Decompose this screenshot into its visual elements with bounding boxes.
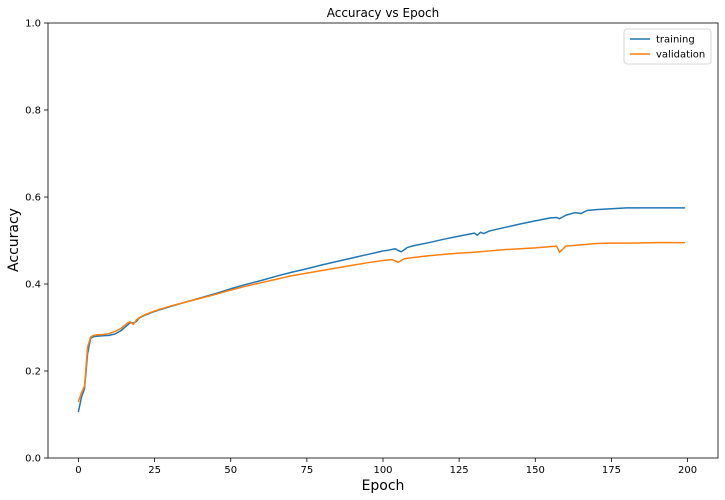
x-tick-label: 125 bbox=[450, 465, 469, 476]
x-tick-label: 150 bbox=[526, 465, 545, 476]
y-tick-label: 1.0 bbox=[25, 19, 41, 30]
x-tick-label: 75 bbox=[300, 465, 313, 476]
x-tick-label: 175 bbox=[602, 465, 621, 476]
series-layer bbox=[77, 207, 686, 413]
axes-layer: 0 25 50 75 100 125 150 175 200 0.0 0.2 0.4 0.6 0.8 1.0 bbox=[25, 19, 719, 476]
chart-title: Accuracy vs Epoch bbox=[327, 6, 440, 20]
x-tick-label: 100 bbox=[373, 465, 392, 476]
y-tick-label: 0.0 bbox=[25, 454, 41, 465]
legend: training validation bbox=[623, 28, 712, 65]
series-line-validation bbox=[77, 241, 686, 403]
y-tick-label: 0.2 bbox=[25, 367, 41, 378]
y-tick-label: 0.4 bbox=[25, 280, 41, 291]
legend-label-training: training bbox=[656, 35, 695, 46]
y-axis-label: Accuracy bbox=[6, 208, 22, 272]
x-tick-label: 25 bbox=[148, 465, 161, 476]
x-tick-label: 200 bbox=[678, 465, 697, 476]
x-axis-label: Epoch bbox=[362, 478, 405, 494]
x-tick-label: 50 bbox=[224, 465, 237, 476]
y-tick-label: 0.8 bbox=[25, 106, 41, 117]
series-line-training bbox=[77, 207, 686, 413]
legend-box bbox=[623, 28, 712, 65]
x-tick-label: 0 bbox=[75, 465, 81, 476]
plot-frame bbox=[47, 22, 719, 459]
y-tick-label: 0.6 bbox=[25, 193, 41, 204]
legend-label-validation: validation bbox=[656, 50, 705, 61]
